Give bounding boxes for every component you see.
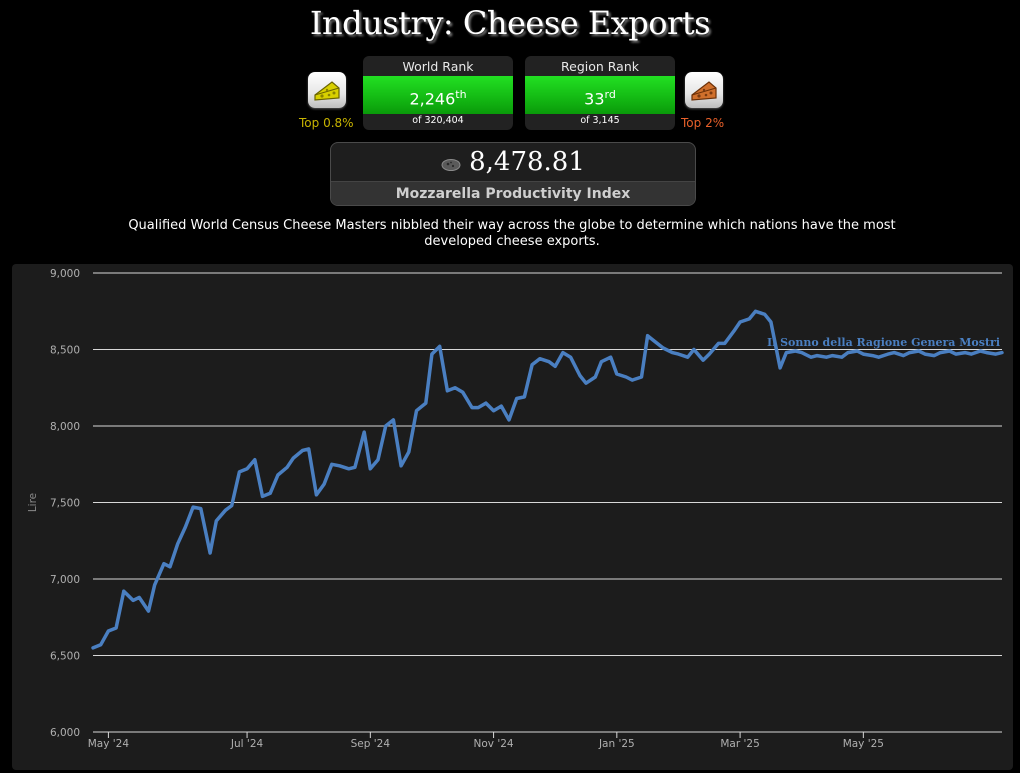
y-tick-label: 6,000 — [50, 727, 80, 739]
score-value: 8,478.81 — [469, 147, 585, 177]
region-rank-suffix: rd — [604, 88, 616, 101]
x-tick-label: Nov '24 — [474, 738, 514, 750]
y-tick-labels: 6,000 6,500 7,000 7,500 8,000 8,500 9,000 — [50, 268, 80, 739]
y-tick-label: 8,000 — [50, 421, 80, 433]
series-line[interactable] — [91, 309, 1004, 650]
y-tick-label: 7,500 — [50, 498, 80, 510]
gold-cheese-icon — [314, 81, 340, 101]
world-rank-suffix: th — [455, 88, 467, 101]
y-tick-label: 6,500 — [50, 651, 80, 663]
world-top-percent: Top 0.8% — [299, 116, 354, 130]
region-top-percent: Top 2% — [681, 116, 725, 130]
bronze-cheese-icon — [691, 81, 717, 101]
region-rank-box[interactable]: Region Rank 33rd of 3,145 — [525, 56, 675, 130]
x-tick-label: May '24 — [88, 738, 130, 750]
bronze-cheese-badge[interactable] — [685, 72, 723, 108]
y-axis-label: Lire — [27, 493, 39, 512]
world-rank-label: World Rank — [402, 59, 474, 74]
x-tick-label: Sep '24 — [351, 738, 391, 750]
world-rank-value: 2,246th — [363, 76, 513, 114]
chart-panel: 6,000 6,500 7,000 7,500 8,000 8,500 9,000 May … — [12, 264, 1013, 770]
x-tick-label: May '25 — [843, 738, 884, 750]
score-row: 8,478.81 — [331, 143, 695, 181]
region-rank-value: 33rd — [525, 76, 675, 114]
region-rank-total: of 3,145 — [580, 115, 620, 126]
x-tick-label: Jan '25 — [598, 738, 635, 750]
world-rank-number: 2,246 — [409, 89, 456, 109]
score-label: Mozzarella Productivity Index — [331, 181, 695, 205]
world-rank-total: of 320,404 — [412, 115, 464, 126]
grid-lines — [93, 272, 1002, 656]
score-box: 8,478.81 Mozzarella Productivity Index — [330, 142, 696, 206]
cheese-slice-icon — [441, 159, 461, 171]
gold-cheese-badge[interactable] — [308, 72, 346, 108]
y-tick-label: 9,000 — [50, 268, 80, 280]
y-tick-label: 7,000 — [50, 574, 80, 586]
line-chart[interactable]: 6,000 6,500 7,000 7,500 8,000 8,500 9,000 May … — [12, 264, 1013, 770]
y-tick-label: 8,500 — [50, 345, 80, 357]
region-rank-label: Region Rank — [561, 59, 639, 74]
series-label: Il Sonno della Ragione Genera Mostri — [767, 336, 1000, 349]
x-tick-label: Mar '25 — [720, 738, 759, 750]
description: Qualified World Census Cheese Masters ni… — [128, 218, 896, 249]
world-rank-box[interactable]: World Rank 2,246th of 320,404 — [363, 56, 513, 130]
x-tick-labels: May '24 Jul '24 Sep '24 Nov '24 Jan '25 Mar '… — [88, 732, 884, 750]
region-rank-number: 33 — [584, 89, 605, 109]
x-tick-label: Jul '24 — [230, 738, 264, 750]
page-title: Industry: Cheese Exports — [309, 4, 711, 42]
